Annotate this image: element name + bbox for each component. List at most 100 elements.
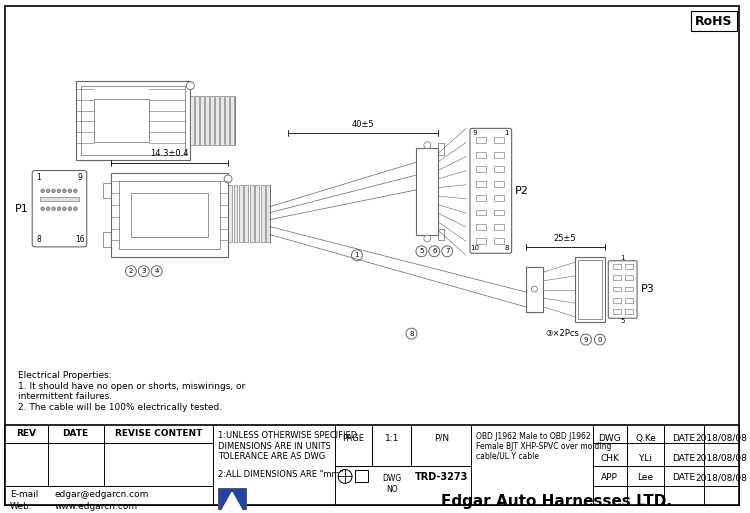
- Text: Electrical Properties:
1. It should have no open or shorts, miswirings, or
inter: Electrical Properties: 1. It should have…: [18, 371, 245, 411]
- Text: Lee: Lee: [638, 473, 653, 482]
- Text: TRD-3273: TRD-3273: [415, 472, 468, 482]
- Bar: [255, 185, 260, 243]
- Bar: [494, 195, 504, 201]
- Text: CHK: CHK: [600, 453, 619, 463]
- Bar: [250, 185, 254, 243]
- Bar: [355, 470, 368, 482]
- Bar: [81, 86, 185, 155]
- Text: 9: 9: [472, 130, 477, 136]
- Bar: [494, 224, 504, 230]
- Circle shape: [63, 207, 66, 210]
- Circle shape: [429, 246, 439, 257]
- Bar: [625, 275, 632, 280]
- Bar: [230, 95, 234, 145]
- Text: Edgar Auto Harnesses LTD.: Edgar Auto Harnesses LTD.: [441, 494, 672, 509]
- Text: REV: REV: [16, 429, 36, 438]
- Bar: [40, 197, 80, 201]
- Circle shape: [424, 235, 430, 242]
- Bar: [691, 11, 736, 31]
- Text: 2018/08/08: 2018/08/08: [695, 434, 747, 443]
- Bar: [220, 95, 224, 145]
- Bar: [476, 195, 486, 201]
- Circle shape: [338, 469, 352, 483]
- Text: TOLERANCE ARE AS DWG: TOLERANCE ARE AS DWG: [218, 451, 326, 461]
- Text: 1:UNLESS OTHERWISE SPECIFIED: 1:UNLESS OTHERWISE SPECIFIED: [218, 431, 358, 440]
- Bar: [625, 309, 632, 314]
- Text: Q.Ke: Q.Ke: [635, 434, 656, 443]
- Bar: [76, 81, 190, 160]
- Text: DATE: DATE: [673, 434, 696, 443]
- Circle shape: [224, 175, 232, 183]
- Circle shape: [46, 207, 50, 210]
- Circle shape: [187, 82, 194, 90]
- Bar: [190, 95, 194, 145]
- Bar: [625, 264, 632, 269]
- Text: 2: 2: [129, 268, 133, 274]
- Bar: [476, 224, 486, 230]
- Bar: [103, 183, 111, 198]
- Polygon shape: [222, 492, 242, 510]
- Text: APP: APP: [602, 473, 618, 482]
- Bar: [575, 258, 604, 322]
- Text: DATE: DATE: [673, 453, 696, 463]
- Bar: [613, 264, 621, 269]
- Text: 8: 8: [36, 235, 41, 244]
- Circle shape: [125, 266, 136, 277]
- Text: 7: 7: [445, 248, 449, 254]
- Bar: [228, 185, 232, 243]
- Bar: [438, 228, 444, 241]
- Text: P1: P1: [15, 204, 28, 214]
- Text: Female BJT XHP-SPVC over molding: Female BJT XHP-SPVC over molding: [476, 442, 611, 451]
- Text: 3: 3: [142, 268, 146, 274]
- Bar: [416, 148, 438, 235]
- Bar: [476, 239, 486, 244]
- Bar: [494, 152, 504, 157]
- Text: 2018/08/08: 2018/08/08: [695, 453, 747, 463]
- Bar: [200, 95, 204, 145]
- Text: DIMENSIONS ARE IN UNITS: DIMENSIONS ARE IN UNITS: [218, 442, 331, 451]
- Bar: [131, 193, 209, 238]
- Text: cable/UL Y cable: cable/UL Y cable: [476, 451, 539, 461]
- Circle shape: [46, 189, 50, 192]
- Bar: [494, 166, 504, 172]
- Bar: [218, 488, 246, 513]
- Text: DWG: DWG: [598, 434, 621, 443]
- Bar: [215, 95, 219, 145]
- Text: 2018/08/08: 2018/08/08: [695, 473, 747, 482]
- Bar: [476, 166, 486, 172]
- Text: 9: 9: [584, 337, 588, 343]
- Text: 1: 1: [505, 130, 509, 136]
- Text: www.edgarcn.com: www.edgarcn.com: [55, 502, 138, 510]
- Circle shape: [40, 207, 44, 210]
- Circle shape: [63, 189, 66, 192]
- Text: 5: 5: [620, 318, 625, 324]
- Text: DATE: DATE: [62, 429, 88, 438]
- Bar: [244, 185, 248, 243]
- Bar: [5, 425, 739, 505]
- Bar: [494, 181, 504, 187]
- FancyBboxPatch shape: [608, 261, 637, 318]
- Bar: [225, 95, 229, 145]
- Text: 6: 6: [432, 248, 436, 254]
- Circle shape: [406, 328, 417, 339]
- Bar: [494, 209, 504, 215]
- Circle shape: [152, 266, 162, 277]
- Text: DATE: DATE: [673, 473, 696, 482]
- Text: 9: 9: [78, 173, 82, 183]
- Bar: [206, 95, 209, 145]
- Circle shape: [138, 266, 149, 277]
- Bar: [266, 185, 270, 243]
- Text: edgar@edgarcn.com: edgar@edgarcn.com: [55, 490, 149, 499]
- Bar: [476, 152, 486, 157]
- Text: 1: 1: [355, 252, 359, 258]
- Circle shape: [352, 250, 362, 261]
- Text: 4: 4: [154, 268, 159, 274]
- Text: 1:1: 1:1: [385, 434, 399, 443]
- Text: RoHS: RoHS: [695, 15, 733, 28]
- Circle shape: [229, 500, 235, 506]
- Text: ③×2Pcs: ③×2Pcs: [545, 329, 579, 338]
- Text: P2: P2: [514, 186, 529, 196]
- Circle shape: [74, 207, 77, 210]
- Circle shape: [595, 334, 605, 345]
- Bar: [578, 260, 602, 319]
